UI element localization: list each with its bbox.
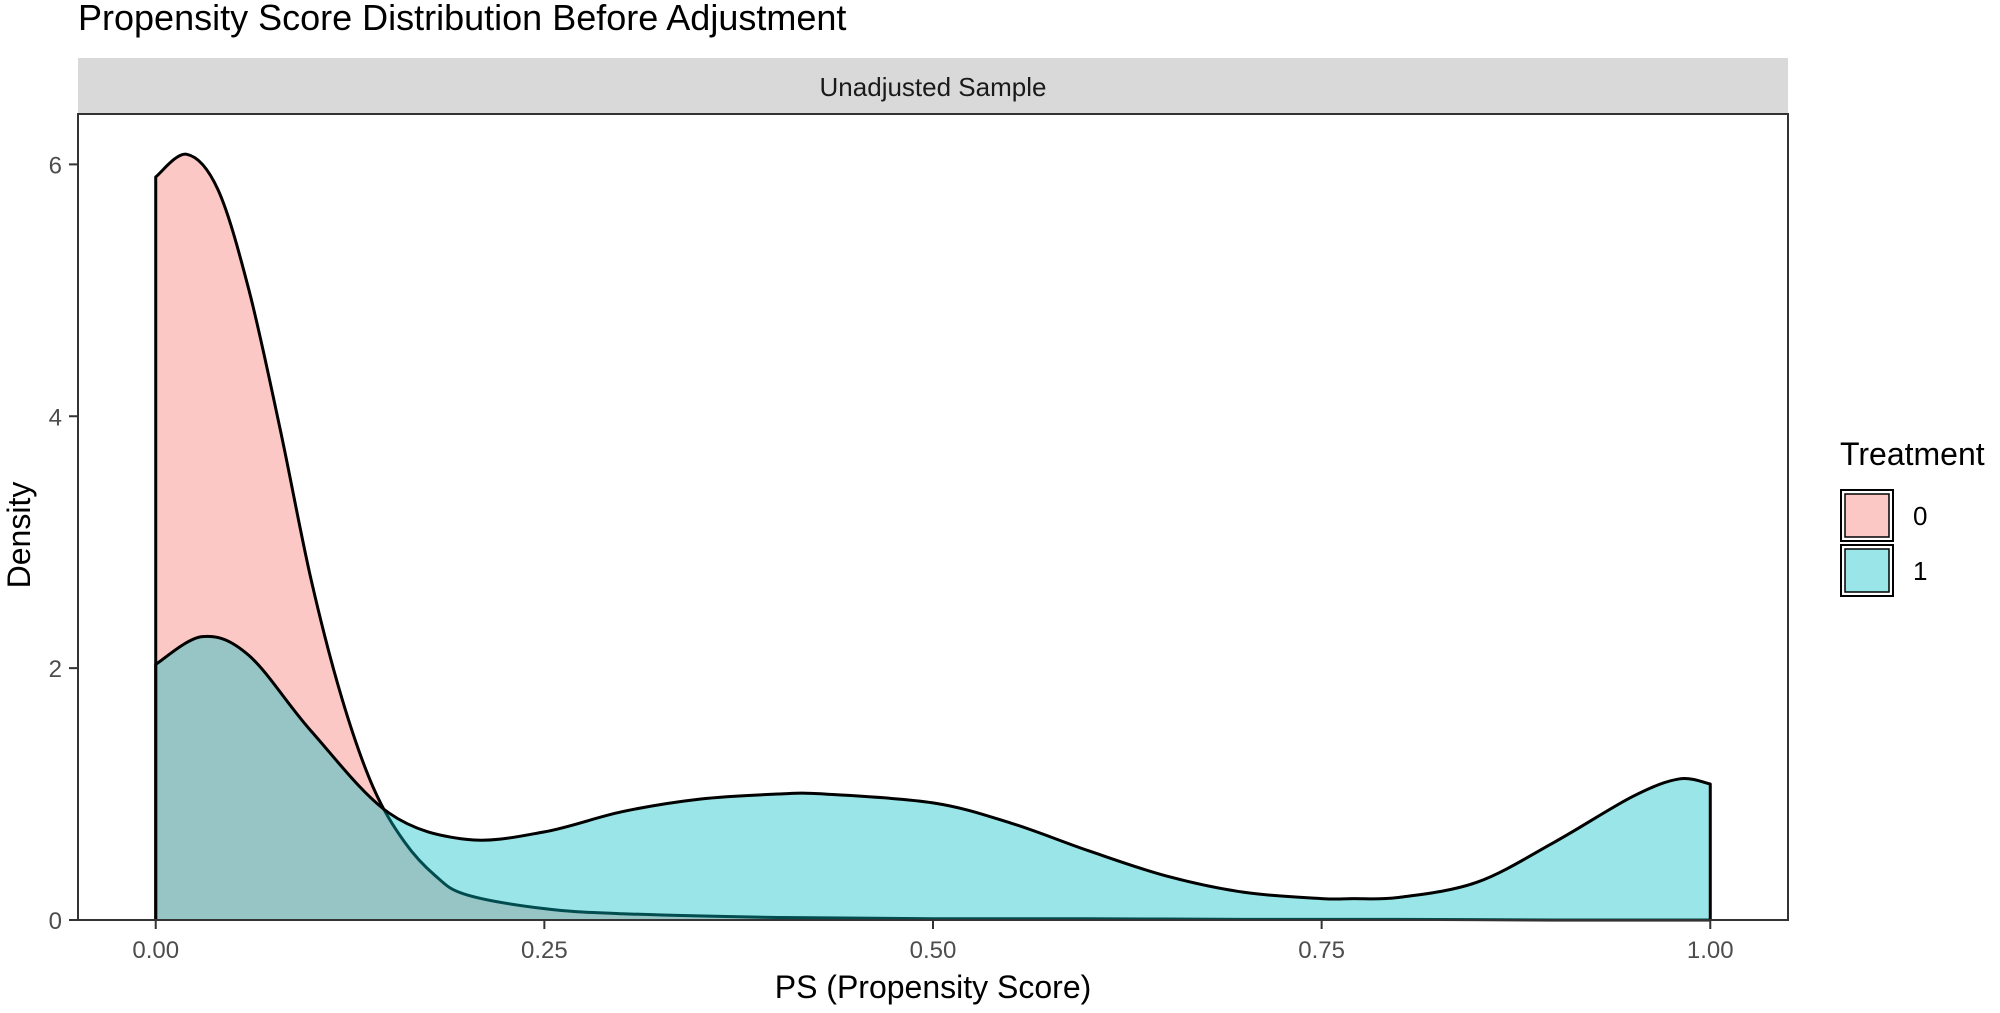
legend-label-1: 1 [1913,556,1927,586]
y-axis-label: Density [1,482,37,589]
chart-title: Propensity Score Distribution Before Adj… [78,0,846,38]
legend: Treatment 0 1 [1840,436,1985,597]
facet-strip [78,58,1788,114]
x-axis: 0.00 0.25 0.50 0.75 1.00 [132,920,1734,964]
legend-key-0 [1840,489,1894,542]
x-tick-label: 1.00 [1687,937,1734,964]
plot-panel [78,114,1788,920]
y-tick-label: 0 [49,908,62,935]
x-tick-label: 0.50 [910,937,957,964]
legend-title: Treatment [1840,436,1985,472]
legend-key-1 [1840,544,1894,597]
y-axis: 0 2 4 6 [49,152,78,935]
facet-label: Unadjusted Sample [820,72,1047,102]
x-tick-label: 0.75 [1298,937,1345,964]
series-1-group [154,634,1712,921]
series-0-area [155,154,1711,921]
y-tick-label: 2 [49,656,62,683]
y-tick-label: 4 [49,404,62,431]
x-axis-label: PS (Propensity Score) [775,969,1092,1005]
x-tick-label: 0.25 [521,937,568,964]
legend-label-0: 0 [1913,501,1927,531]
series-1-outline [154,634,1712,921]
y-tick-label: 6 [49,152,62,179]
legend-swatch-0 [1844,493,1890,538]
series-1-area [155,636,1711,920]
legend-swatch-1 [1844,548,1890,593]
x-tick-label: 0.00 [132,937,179,964]
